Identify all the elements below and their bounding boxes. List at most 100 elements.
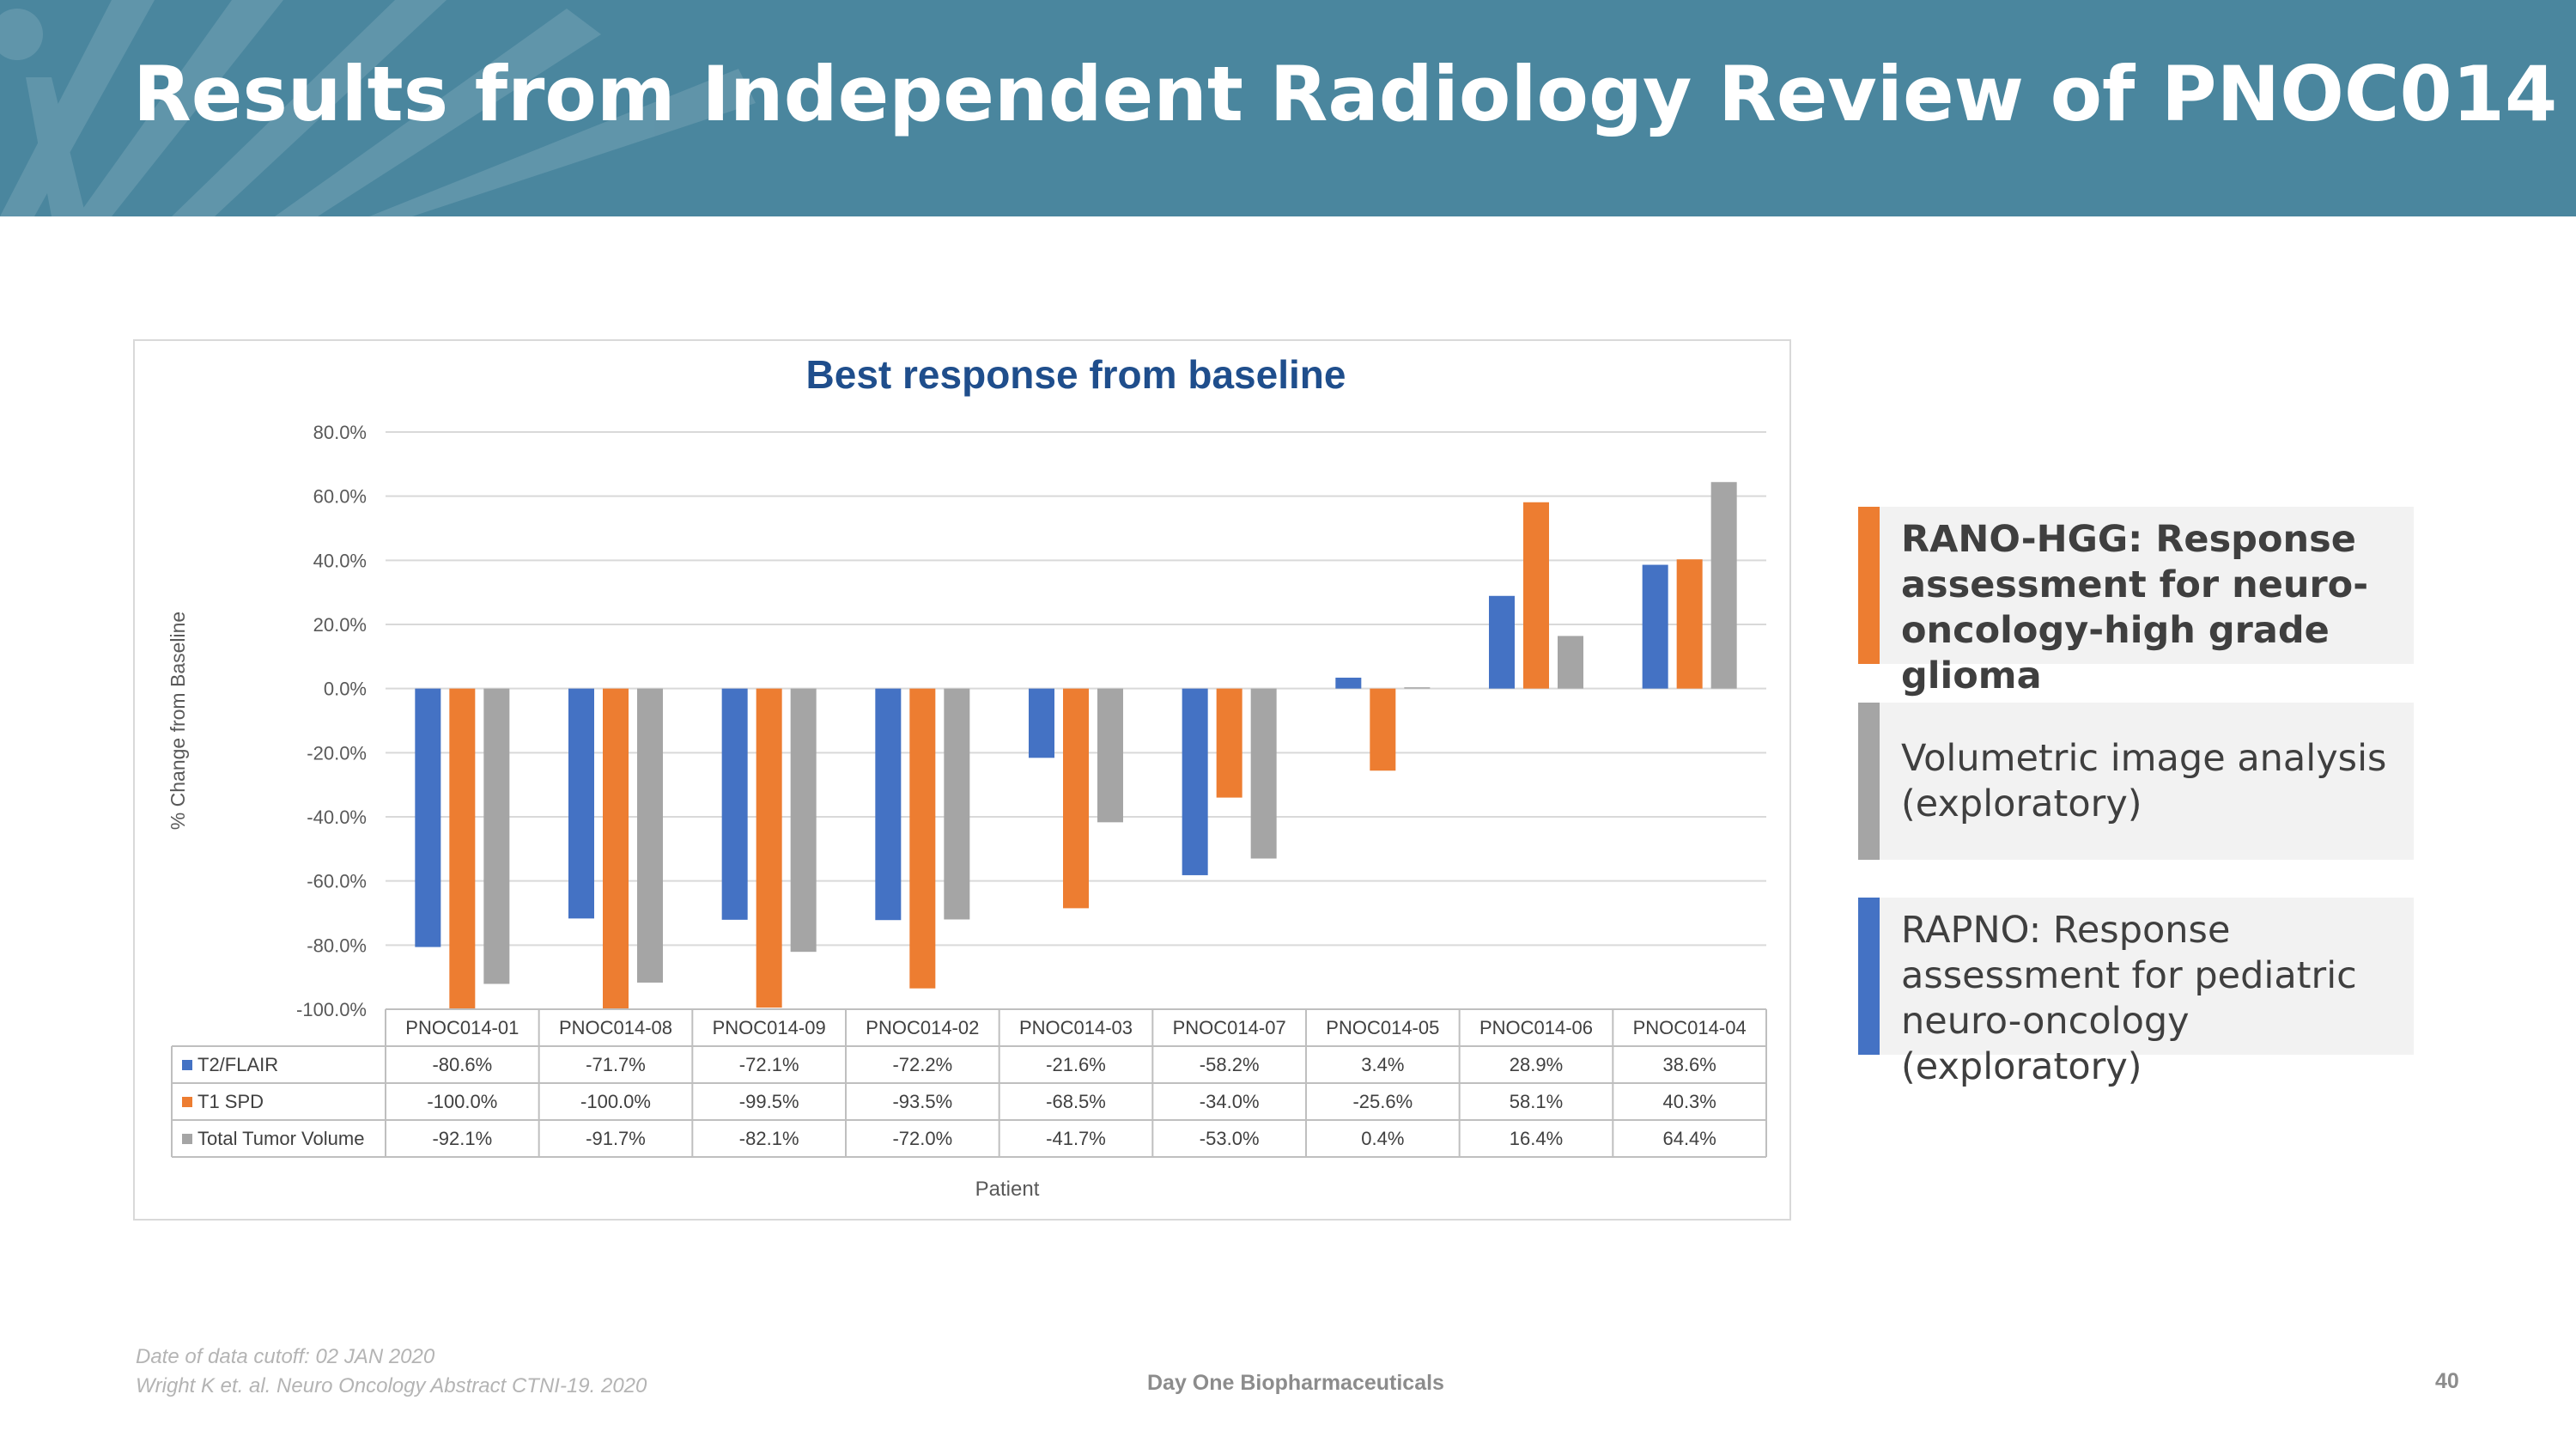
bar-chart: Best response from baseline 80.0% 60.0% 40.… xyxy=(167,352,1767,1201)
legend-card-line: neuro-oncology (exploratory) xyxy=(1901,1000,2190,1088)
data-label: 3.4% xyxy=(1361,1054,1404,1075)
bar-t1-spd xyxy=(449,688,476,1009)
legend-entry: T1 SPD xyxy=(197,1091,264,1112)
y-tick-label: 80.0% xyxy=(313,422,367,443)
chart-title: Best response from baseline xyxy=(806,352,1346,397)
legend-card-line: Volumetric image analysis xyxy=(1901,736,2387,780)
legend-key xyxy=(182,1060,192,1070)
legend-entry: T2/FLAIR xyxy=(197,1054,278,1075)
legend-card-line: (exploratory) xyxy=(1901,782,2142,825)
bar-t2-flair xyxy=(1335,677,1362,689)
data-label: -25.6% xyxy=(1352,1091,1413,1112)
data-label: -91.7% xyxy=(586,1128,646,1149)
legend-card: RANO-HGG: Response assessment for neuro-o… xyxy=(1858,507,2414,697)
data-label: -100.0% xyxy=(427,1091,497,1112)
x-axis-label: Patient xyxy=(975,1178,1040,1201)
legend-card: Volumetric image analysis (exploratory) xyxy=(1858,703,2414,860)
x-tick-label: PNOC014-01 xyxy=(405,1017,519,1038)
legend-card: RAPNO: Response assessment for pediatric n… xyxy=(1858,898,2414,1088)
bar-t2-flair xyxy=(721,688,748,920)
legend-color-bar xyxy=(1858,898,1880,1055)
bar-total-tumor-volume xyxy=(483,688,510,984)
data-label: 58.1% xyxy=(1510,1091,1563,1112)
x-tick-label: PNOC014-05 xyxy=(1326,1017,1439,1038)
data-label: -72.1% xyxy=(739,1054,799,1075)
legend-card-text: Volumetric image analysis (exploratory) xyxy=(1901,736,2386,827)
bar-t1-spd xyxy=(1523,502,1549,689)
x-tick-label: PNOC014-04 xyxy=(1633,1017,1747,1038)
y-axis-label: % Change from Baseline xyxy=(167,612,189,830)
bar-t1-spd xyxy=(1063,688,1089,909)
bar-t1-spd xyxy=(756,688,782,1008)
data-label: 28.9% xyxy=(1510,1054,1563,1075)
footnote: Date of data cutoff: 02 JAN 2020 Wright … xyxy=(136,1342,647,1401)
bar-t2-flair xyxy=(875,688,902,921)
bar-total-tumor-volume xyxy=(1404,687,1431,689)
data-label: -72.2% xyxy=(892,1054,952,1075)
bar-total-tumor-volume xyxy=(790,688,817,953)
data-label: -41.7% xyxy=(1046,1128,1106,1149)
y-tick-label: 40.0% xyxy=(313,550,367,571)
bar-total-tumor-volume xyxy=(637,688,663,983)
page-number: 40 xyxy=(2435,1369,2459,1393)
decorative-rays xyxy=(0,0,756,216)
x-tick-label: PNOC014-08 xyxy=(559,1017,672,1038)
data-label: -99.5% xyxy=(739,1091,799,1112)
header-banner: Results from Independent Radiology Revie… xyxy=(0,0,2576,216)
bar-t1-spd xyxy=(1676,559,1703,689)
legend-card-line: assessment for pediatric xyxy=(1901,954,2357,997)
bar-t2-flair xyxy=(1029,688,1054,758)
x-tick-label: PNOC014-07 xyxy=(1173,1017,1286,1038)
y-tick-label: -80.0% xyxy=(307,935,367,956)
bar-t2-flair xyxy=(1642,564,1668,689)
footnote-cutoff: Date of data cutoff: 02 JAN 2020 xyxy=(136,1345,435,1368)
legend-entry: Total Tumor Volume xyxy=(197,1128,364,1149)
bar-t1-spd xyxy=(909,688,936,989)
data-label: 64.4% xyxy=(1662,1128,1716,1149)
bar-total-tumor-volume xyxy=(944,688,970,920)
legend-key xyxy=(182,1097,192,1107)
data-label: 40.3% xyxy=(1662,1091,1716,1112)
y-tick-label: -40.0% xyxy=(307,807,367,828)
legend-key xyxy=(182,1134,192,1144)
y-tick-label: -100.0% xyxy=(296,999,367,1020)
data-label: -34.0% xyxy=(1200,1091,1260,1112)
legend-card-line: RAPNO: Response xyxy=(1901,909,2231,952)
data-label: -71.7% xyxy=(586,1054,646,1075)
bar-t1-spd xyxy=(1216,688,1242,798)
data-label: 38.6% xyxy=(1662,1054,1716,1075)
y-tick-label: -20.0% xyxy=(307,742,367,764)
x-tick-label: PNOC014-06 xyxy=(1479,1017,1593,1038)
bar-t2-flair xyxy=(568,688,594,919)
y-tick-label: 20.0% xyxy=(313,614,367,636)
data-label: -68.5% xyxy=(1046,1091,1106,1112)
x-tick-label: PNOC014-09 xyxy=(713,1017,826,1038)
data-label: -100.0% xyxy=(580,1091,651,1112)
bar-t2-flair xyxy=(1489,595,1515,689)
legend-card-line: oncology-high grade glioma xyxy=(1901,609,2330,697)
data-label: -72.0% xyxy=(892,1128,952,1149)
x-tick-label: PNOC014-03 xyxy=(1019,1017,1133,1038)
data-label: -21.6% xyxy=(1046,1054,1106,1075)
legend-color-bar xyxy=(1858,507,1880,664)
data-label: -80.6% xyxy=(432,1054,492,1075)
data-label: -93.5% xyxy=(892,1091,952,1112)
y-tick-label: -60.0% xyxy=(307,871,367,892)
bar-t1-spd xyxy=(1370,688,1396,771)
footnote-citation: Wright K et. al. Neuro Oncology Abstract… xyxy=(136,1374,647,1397)
y-tick-label: 60.0% xyxy=(313,486,367,508)
x-tick-label: PNOC014-02 xyxy=(866,1017,979,1038)
legend-card-text: RAPNO: Response assessment for pediatric n… xyxy=(1901,908,2414,1090)
bar-t1-spd xyxy=(603,688,629,1009)
legend-card-line: RANO-HGG: Response xyxy=(1901,518,2356,561)
data-label: 16.4% xyxy=(1510,1128,1563,1149)
y-tick-label: 0.0% xyxy=(324,679,367,700)
data-label: -82.1% xyxy=(739,1128,799,1149)
bar-total-tumor-volume xyxy=(1710,482,1737,689)
data-label: -53.0% xyxy=(1200,1128,1260,1149)
bar-t2-flair xyxy=(415,688,441,947)
legend-color-bar xyxy=(1858,703,1880,860)
company-name: Day One Biopharmaceuticals xyxy=(1147,1371,1444,1395)
data-label: -92.1% xyxy=(432,1128,492,1149)
data-label: 0.4% xyxy=(1361,1128,1404,1149)
